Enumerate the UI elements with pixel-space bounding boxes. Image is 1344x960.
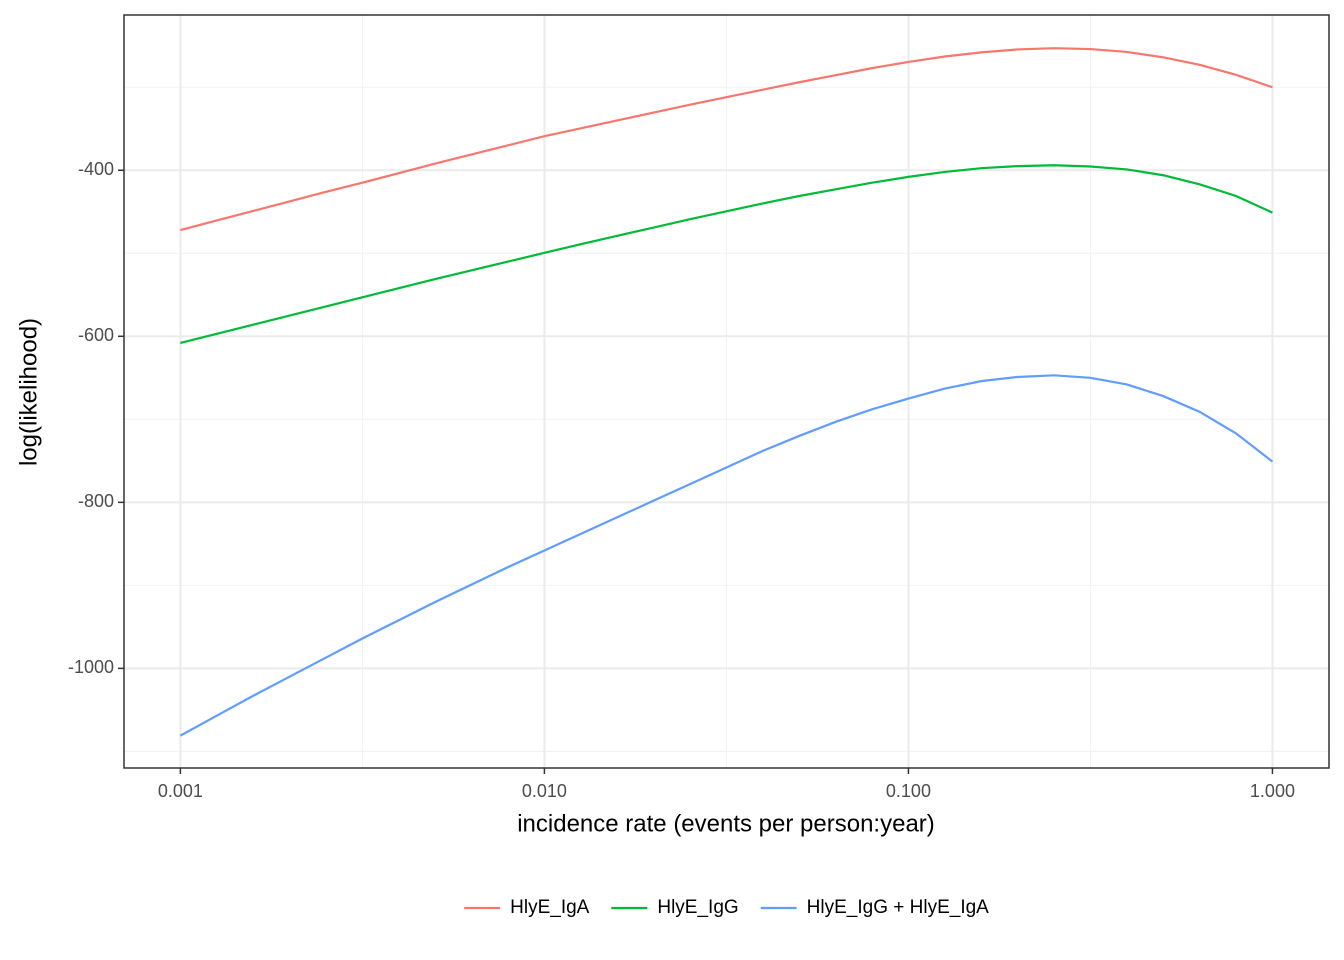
x-tick-label: 0.001 <box>158 781 203 801</box>
legend-label: HlyE_IgA <box>510 897 590 918</box>
y-tick-label: -1000 <box>68 657 114 677</box>
panel-border <box>123 14 1330 769</box>
x-tick-label: 0.100 <box>886 781 931 801</box>
legend-label: HlyE_IgG + HlyE_IgA <box>807 897 989 918</box>
legend-label: HlyE_IgG <box>657 897 738 918</box>
y-tick-label: -600 <box>78 325 114 345</box>
data-line <box>179 374 1274 737</box>
data-line <box>180 47 1273 232</box>
x-axis-title: incidence rate (events per person:year) <box>517 810 935 837</box>
legend: HlyE_IgA HlyE_IgG HlyE_IgG + HlyE_IgA <box>464 897 989 918</box>
y-tick-label: -400 <box>78 159 114 179</box>
y-axis-title: log(likelihood) <box>15 318 42 466</box>
x-tick-label: 1.000 <box>1250 781 1295 801</box>
y-tick-label: -800 <box>78 491 114 511</box>
x-tick-label: 0.010 <box>522 781 567 801</box>
data-line <box>180 164 1273 344</box>
